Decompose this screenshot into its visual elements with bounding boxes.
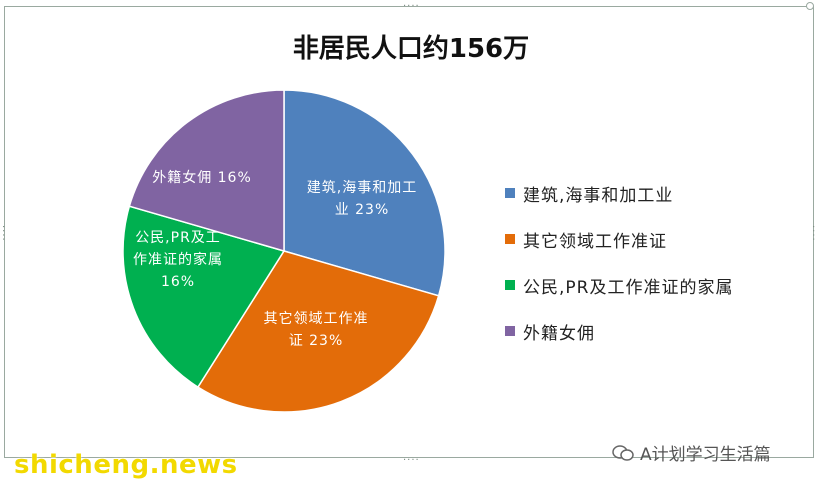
legend-item: 公民,PR及工作准证的家属: [505, 262, 733, 308]
top-resize-handle[interactable]: ....: [403, 0, 420, 9]
legend-label: 外籍女佣: [523, 323, 595, 344]
legend-label: 其它领域工作准证: [523, 231, 667, 252]
site-watermark: shicheng.news: [14, 450, 238, 480]
pie-slice: [128, 89, 285, 252]
account-name: A计划学习生活篇: [640, 445, 771, 465]
left-resize-handle[interactable]: ....: [0, 225, 11, 242]
pie-slice: [283, 89, 446, 297]
right-resize-handle[interactable]: ....: [810, 225, 821, 242]
pie-slice-label: 建筑,海事和加工业 23%: [307, 180, 417, 218]
legend-item: 其它领域工作准证: [505, 216, 733, 262]
legend-label: 建筑,海事和加工业: [523, 185, 674, 206]
corner-handle-top-right[interactable]: [806, 2, 814, 10]
wechat-icon: [612, 444, 634, 461]
legend-swatch: [505, 188, 515, 198]
bottom-resize-handle[interactable]: ....: [403, 452, 420, 463]
chart-legend: 建筑,海事和加工业 其它领域工作准证公民,PR及工作准证的家属 外籍女佣: [505, 170, 733, 354]
legend-item: 建筑,海事和加工业: [505, 170, 733, 216]
chart-title: 非居民人口约156万: [292, 34, 530, 64]
pie-slice: [122, 205, 286, 389]
legend-item: 外籍女佣: [505, 308, 733, 354]
legend-label: 公民,PR及工作准证的家属: [523, 277, 734, 298]
legend-swatch: [505, 234, 515, 244]
legend-swatch: [505, 280, 515, 290]
pie-slice-label: 其它领域工作准证 23%: [264, 310, 369, 349]
pie-slice-label: 公民,PR及工作准证的家属 16%: [133, 230, 223, 290]
account-watermark: A计划学习生活篇: [612, 440, 771, 465]
pie-slice: [196, 250, 440, 413]
pie-slice-label: 外籍女佣 16%: [152, 169, 252, 186]
legend-swatch: [505, 326, 515, 336]
